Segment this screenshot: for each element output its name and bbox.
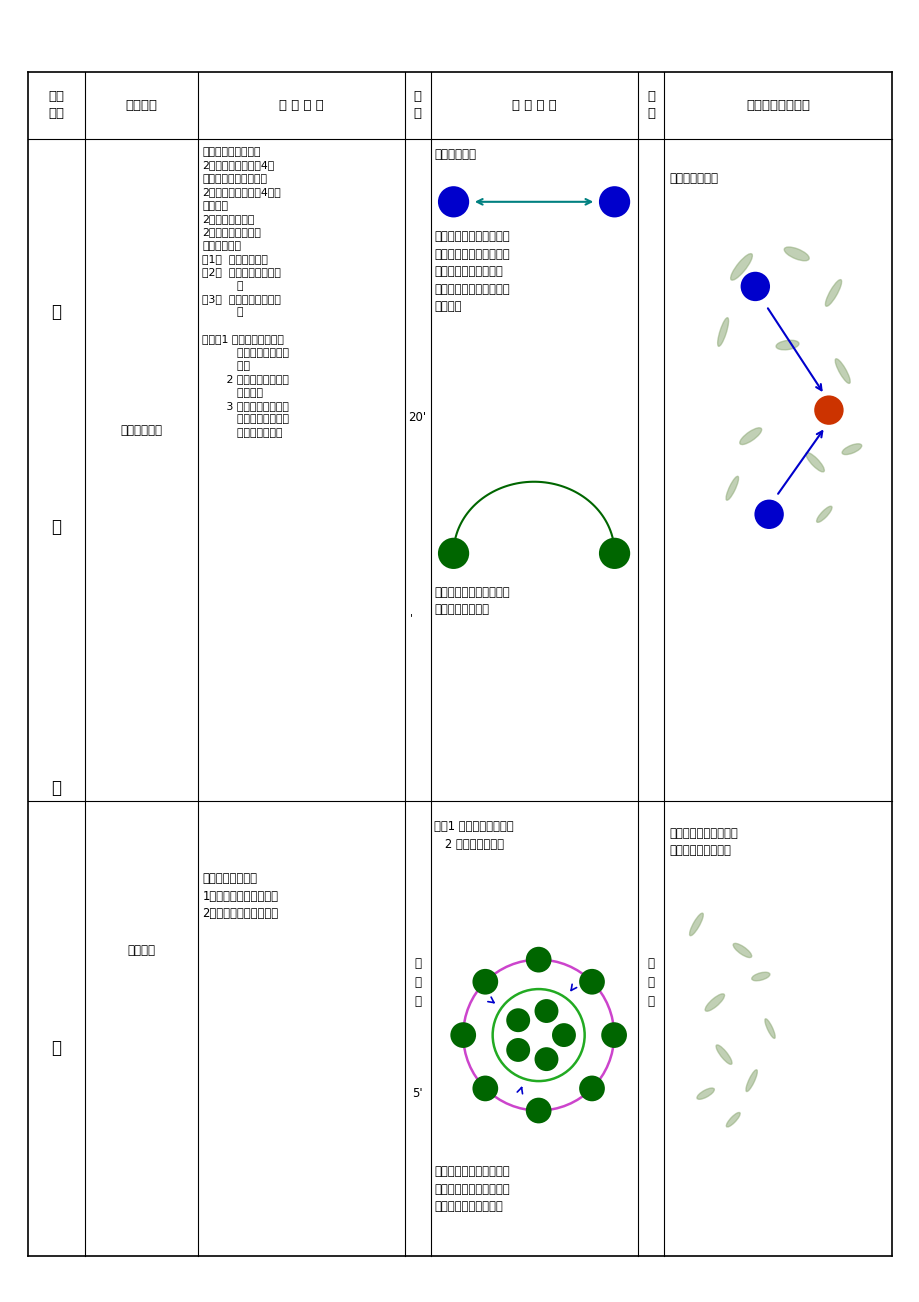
Ellipse shape xyxy=(579,970,603,993)
Ellipse shape xyxy=(776,340,798,350)
Text: 甲将球放在地上，向乙的
两侧进行地滚球，乙采用
适合自己的准备姿势快
速移动，力争在最短时间
手触球。: 甲将球放在地上，向乙的 两侧进行地滚球，乙采用 适合自己的准备姿势快 速移动，力… xyxy=(434,230,509,314)
Text: 时
间: 时 间 xyxy=(414,90,421,121)
Ellipse shape xyxy=(506,1009,528,1031)
Text: 教学内容: 教学内容 xyxy=(125,99,157,112)
Ellipse shape xyxy=(451,1023,475,1047)
Text: ': ' xyxy=(409,613,412,624)
Ellipse shape xyxy=(764,1018,775,1039)
Ellipse shape xyxy=(473,1077,497,1100)
Ellipse shape xyxy=(473,970,497,993)
Ellipse shape xyxy=(739,428,761,444)
Text: 若
干
次: 若 干 次 xyxy=(414,957,421,1008)
Ellipse shape xyxy=(438,539,468,568)
Ellipse shape xyxy=(579,1077,603,1100)
Ellipse shape xyxy=(725,1112,740,1128)
Text: 次
数: 次 数 xyxy=(646,90,654,121)
Ellipse shape xyxy=(715,1046,732,1064)
Ellipse shape xyxy=(741,272,768,301)
Ellipse shape xyxy=(759,508,777,521)
Ellipse shape xyxy=(697,1088,713,1099)
Ellipse shape xyxy=(805,453,823,471)
Ellipse shape xyxy=(599,187,629,216)
Text: 学 生 活 动: 学 生 活 动 xyxy=(511,99,556,112)
Ellipse shape xyxy=(526,948,550,971)
Ellipse shape xyxy=(732,944,751,957)
Text: 本: 本 xyxy=(51,518,61,536)
Ellipse shape xyxy=(506,1039,528,1061)
Ellipse shape xyxy=(754,500,782,529)
Ellipse shape xyxy=(725,477,738,500)
Ellipse shape xyxy=(745,1070,756,1091)
Ellipse shape xyxy=(730,254,752,280)
Text: 部: 部 xyxy=(51,779,61,797)
Text: 可采用多角练习: 可采用多角练习 xyxy=(669,172,718,185)
Text: 讲解要清楚，注意击打
学生胸部以下部位。: 讲解要清楚，注意击打 学生胸部以下部位。 xyxy=(669,827,738,857)
Ellipse shape xyxy=(704,993,724,1012)
Text: 学生练习图：: 学生练习图： xyxy=(434,148,476,161)
Ellipse shape xyxy=(535,1048,557,1070)
Ellipse shape xyxy=(824,280,841,306)
Text: 20': 20' xyxy=(408,411,426,424)
Ellipse shape xyxy=(783,247,809,260)
Ellipse shape xyxy=(552,1025,574,1046)
Ellipse shape xyxy=(816,506,831,522)
Ellipse shape xyxy=(834,359,849,383)
Text: 方法：圈外为猎人，圈内
为鸭子，用排球击中圈内
鸭子的出圈变为猎人。: 方法：圈外为猎人，圈内 为鸭子，用排球击中圈内 鸭子的出圈变为猎人。 xyxy=(434,1165,509,1213)
Text: 分: 分 xyxy=(51,1039,61,1057)
Text: 游戏（打野鸭子）
1、教师讲解要求和规则
2、组织学生练习并参与: 游戏（打野鸭子） 1、教师讲解要求和规则 2、组织学生练习并参与 xyxy=(202,872,278,921)
Ellipse shape xyxy=(535,1000,557,1022)
Text: 基: 基 xyxy=(51,303,61,322)
Text: 教 师 活 动: 教 师 活 动 xyxy=(278,99,323,112)
Ellipse shape xyxy=(689,913,702,936)
Text: 教学
过程: 教学 过程 xyxy=(48,90,64,121)
Text: 一、体侧垫球: 一、体侧垫球 xyxy=(120,424,162,437)
Text: 一、移动触球游戏。
2人一组，面对相距4米
二、移动接抛球游戏。
2人一组，面对相距4米。
三、自垫
2人一组同时垫球
2人一组，一抛一垫
正面双手垫球
（1）: 一、移动触球游戏。 2人一组，面对相距4米 二、移动接抛球游戏。 2人一组，面对… xyxy=(202,147,289,437)
Ellipse shape xyxy=(601,1023,626,1047)
Ellipse shape xyxy=(526,1099,550,1122)
Ellipse shape xyxy=(841,444,861,454)
Ellipse shape xyxy=(814,396,842,424)
Ellipse shape xyxy=(438,187,468,216)
Text: 二、游戏: 二、游戏 xyxy=(127,944,155,957)
Text: 一人抛球，另一人通过快
速移动接住抛球。: 一人抛球，另一人通过快 速移动接住抛球。 xyxy=(434,586,509,616)
Text: 教师个人修改意见: 教师个人修改意见 xyxy=(745,99,810,112)
Ellipse shape xyxy=(751,973,769,980)
Ellipse shape xyxy=(717,318,728,346)
Text: 二、1 学生分成四小组。
   2 按规则认真练习: 二、1 学生分成四小组。 2 按规则认真练习 xyxy=(434,820,514,850)
Ellipse shape xyxy=(599,539,629,568)
Text: 5': 5' xyxy=(412,1087,423,1100)
Text: 若
干
次: 若 干 次 xyxy=(647,957,653,1008)
